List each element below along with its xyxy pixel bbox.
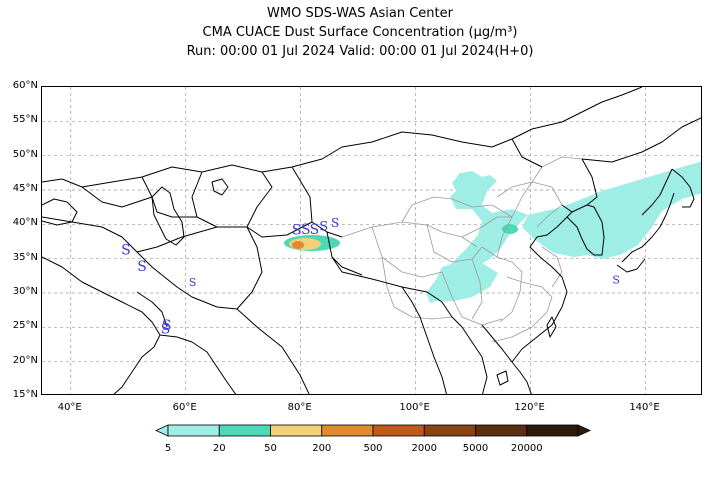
black-sea bbox=[42, 198, 78, 226]
colorbar-segment bbox=[167, 424, 220, 437]
dust-plume-korea-japan bbox=[522, 161, 701, 259]
dust-plume-central-china bbox=[430, 261, 498, 301]
caspian-sea bbox=[151, 186, 185, 246]
dust-station-symbol: S bbox=[162, 318, 172, 334]
lat-tick-label: 60°N bbox=[12, 80, 38, 91]
dust-station-symbol: S bbox=[612, 273, 620, 286]
taiwan-hainan bbox=[496, 316, 557, 386]
colorbar-segment bbox=[526, 424, 579, 437]
china-province-lines bbox=[341, 156, 583, 343]
dust-station-symbol: S bbox=[292, 223, 302, 239]
lon-tick-label: 120°E bbox=[514, 402, 545, 413]
aral-sea bbox=[211, 178, 229, 196]
lon-tick-label: 140°E bbox=[629, 402, 660, 413]
colorbar-segment bbox=[270, 424, 323, 437]
lon-tick-label: 40°E bbox=[57, 402, 82, 413]
lat-tick-label: 20°N bbox=[12, 354, 38, 366]
lat-tick-label: 45°N bbox=[12, 183, 38, 194]
graticule bbox=[42, 87, 701, 394]
colorbar-extend-low bbox=[155, 424, 169, 437]
boundaries bbox=[42, 87, 701, 394]
lon-tick-label: 100°E bbox=[399, 402, 430, 413]
dust-concentration-layer bbox=[284, 161, 701, 303]
chart-subtitle: CMA CUACE Dust Surface Concentration (μg… bbox=[202, 25, 518, 40]
colorbar-extend-high bbox=[577, 424, 591, 437]
coastlines bbox=[42, 168, 695, 394]
dust-station-symbol: S bbox=[189, 276, 197, 289]
colorbar-segment bbox=[372, 424, 425, 437]
dust-station-symbol: S bbox=[137, 259, 147, 275]
lon-tick-label: 60°E bbox=[172, 402, 197, 413]
dust-station-symbol: S bbox=[161, 322, 171, 338]
colorbar-segment bbox=[218, 424, 271, 437]
lat-tick-label: 25°N bbox=[12, 320, 38, 332]
dust-station-symbol: S bbox=[331, 216, 339, 230]
lat-tick-label: 15°N bbox=[12, 389, 38, 400]
title-block: WMO SDS-WAS Asian Center CMA CUACE Dust … bbox=[0, 0, 720, 61]
colorbar-label: 200 bbox=[312, 443, 332, 454]
colorbar-label: 50 bbox=[264, 443, 277, 454]
dust-station-symbol: S bbox=[319, 220, 328, 235]
colorbar-label: 5 bbox=[164, 443, 172, 454]
lat-tick-label: 35°N bbox=[12, 251, 38, 263]
lat-tick-label: 50°N bbox=[12, 148, 38, 160]
dust-station-symbol: S bbox=[121, 243, 131, 259]
colorbar-label: 2000 bbox=[411, 443, 437, 454]
run-valid-time: Run: 00:00 01 Jul 2024 Valid: 00:00 01 J… bbox=[186, 44, 534, 59]
colorbar-segment bbox=[423, 424, 476, 437]
colorbar-label: 20000 bbox=[510, 443, 543, 454]
colorbar-label: 500 bbox=[363, 443, 383, 454]
dust-plume-mongolia bbox=[452, 171, 482, 191]
lat-tick-label: 40°N bbox=[12, 217, 38, 229]
lat-tick-label: 30°N bbox=[12, 286, 38, 297]
lat-tick-label: 55°N bbox=[12, 114, 38, 126]
colorbar-label: 5000 bbox=[462, 443, 489, 454]
colorbar-label: 20 bbox=[212, 443, 226, 454]
colorbar-segment bbox=[321, 424, 374, 437]
country-borders bbox=[42, 87, 701, 394]
dust-station-symbol: S bbox=[301, 222, 311, 238]
colorbar-segment bbox=[475, 424, 528, 437]
dust-spot-20-50 bbox=[502, 224, 518, 234]
dust-station-symbol: S bbox=[310, 222, 320, 238]
colorbar bbox=[155, 424, 591, 437]
lon-tick-label: 80°E bbox=[287, 402, 312, 413]
chart-title: WMO SDS-WAS Asian Center bbox=[267, 6, 453, 21]
dust-hotspot-inner bbox=[292, 241, 304, 249]
